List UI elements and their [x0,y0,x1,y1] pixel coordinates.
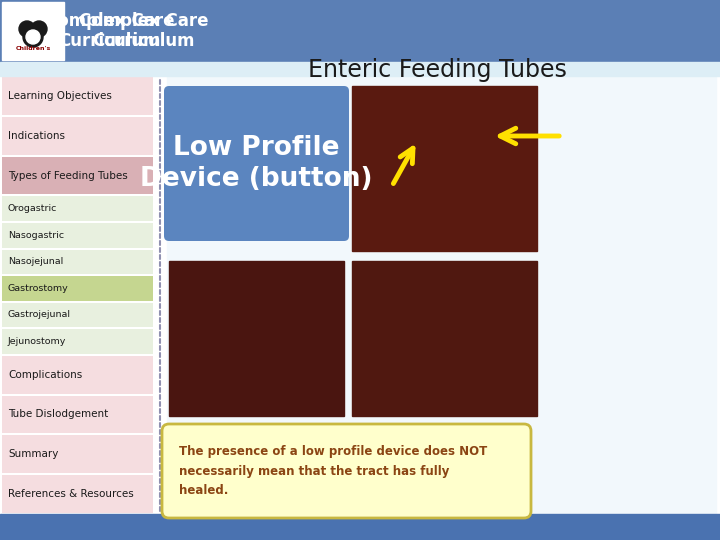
Bar [2,475,153,513]
Bar [2,197,153,221]
Text: Orogastric: Orogastric [8,204,58,213]
Bar [2,117,153,154]
Text: Complications: Complications [8,370,82,380]
Text: Tube Dislodgement: Tube Dislodgement [8,409,108,420]
Text: Complex Care
Curriculum: Complex Care Curriculum [78,11,208,50]
Bar [2,249,153,274]
Text: Gastrostomy: Gastrostomy [8,284,68,293]
FancyBboxPatch shape [164,86,349,241]
Bar [2,223,153,247]
Bar [2,395,153,434]
Circle shape [26,30,40,44]
Bar [167,76,716,514]
Bar [2,329,153,354]
Circle shape [31,21,47,37]
Bar [2,2,64,60]
Bar [0,514,720,540]
Text: Complex Care
Curriculum: Complex Care Curriculum [45,11,174,50]
Text: References & Resources: References & Resources [8,489,134,499]
Text: Types of Feeding Tubes: Types of Feeding Tubes [8,171,127,180]
Text: Nasojejunal: Nasojejunal [8,258,63,266]
Bar [2,77,153,115]
Text: Nasogastric: Nasogastric [8,231,64,240]
FancyBboxPatch shape [162,424,531,518]
Bar [0,0,720,62]
Text: Children's: Children's [15,46,50,51]
Bar [169,261,344,416]
Bar [2,276,153,301]
Bar [2,302,153,327]
Text: The presence of a low profile device does NOT
necessarily mean that the tract ha: The presence of a low profile device doe… [179,446,487,496]
Text: Learning Objectives: Learning Objectives [8,91,112,101]
Bar [352,261,537,416]
Bar [2,157,153,194]
Text: Low Profile
Device (button): Low Profile Device (button) [140,135,373,192]
Text: Summary: Summary [8,449,58,460]
Bar [2,356,153,394]
Circle shape [19,21,35,37]
Circle shape [23,27,43,47]
Text: Enteric Feeding Tubes: Enteric Feeding Tubes [308,58,567,82]
Bar [0,76,155,514]
Text: Jejunostomy: Jejunostomy [8,337,66,346]
Bar [0,62,720,76]
Text: Indications: Indications [8,131,65,141]
Bar [352,86,537,251]
Bar [2,435,153,473]
Text: Gastrojejunal: Gastrojejunal [8,310,71,319]
